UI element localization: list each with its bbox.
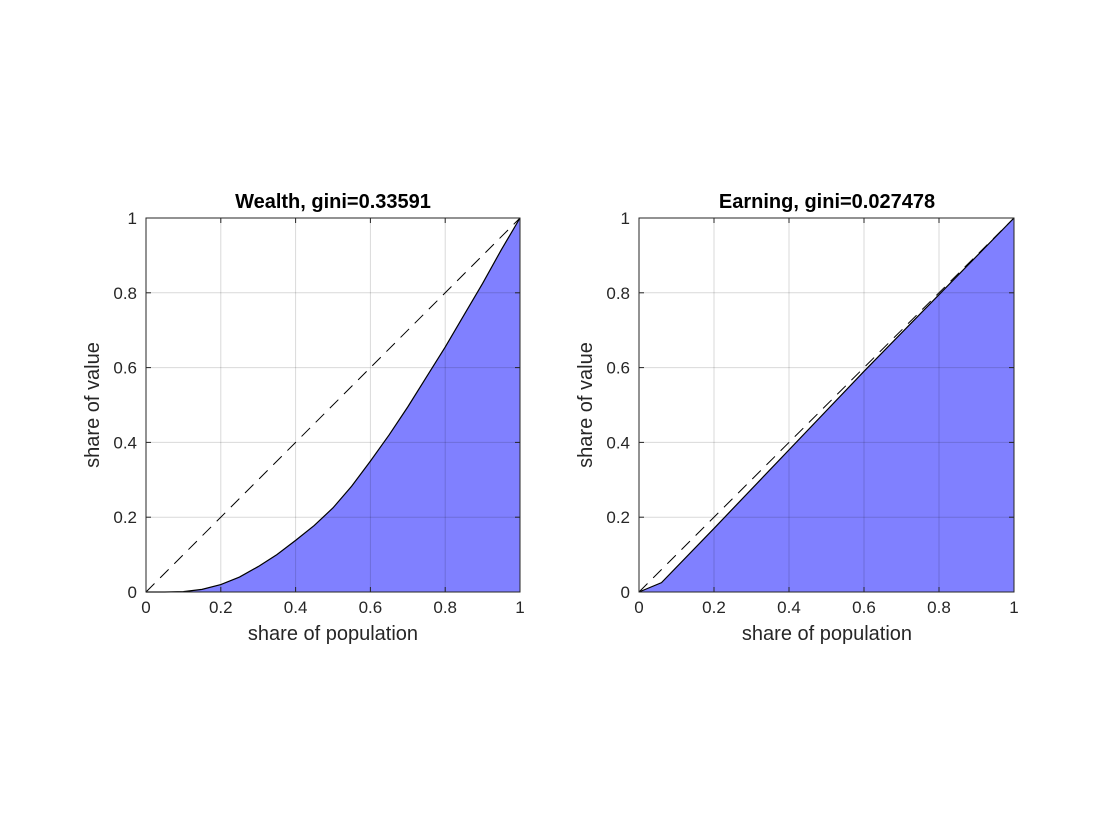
earning-lorenz-fill bbox=[639, 218, 1014, 592]
earning-y-tick-label: 1 bbox=[621, 209, 630, 228]
earning-y-tick-label: 0.6 bbox=[606, 359, 630, 378]
wealth-plot-title: Wealth, gini=0.33591 bbox=[235, 191, 431, 213]
earning-y-tick-label: 0.4 bbox=[606, 433, 630, 452]
wealth-x-tick-label: 0.8 bbox=[433, 598, 457, 617]
earning-y-tick-label: 0.2 bbox=[606, 508, 630, 527]
wealth-equality-line bbox=[145, 217, 521, 593]
wealth-y-tick-label: 0 bbox=[128, 583, 137, 602]
earning-x-tick-label: 0.2 bbox=[702, 598, 726, 617]
wealth-x-tick-label: 0.6 bbox=[359, 598, 383, 617]
earning-x-tick-label: 0.4 bbox=[777, 598, 801, 617]
earning-x-tick-label: 1 bbox=[1009, 598, 1018, 617]
earning-x-tick-label: 0.8 bbox=[927, 598, 951, 617]
earning-lorenz-plot: 0 0.2 0.4 0.6 0.8 1 0 0.2 0.4 0.6 0.8 1 Earning, gi… bbox=[575, 191, 1019, 645]
earning-plot-title: Earning, gini=0.027478 bbox=[719, 191, 935, 213]
wealth-x-tick-label: 1 bbox=[515, 598, 524, 617]
earning-axes-box bbox=[638, 217, 1015, 593]
wealth-x-tick-label: 0 bbox=[141, 598, 150, 617]
wealth-lorenz-plot: 0 0.2 0.4 0.6 0.8 1 0 0.2 0.4 0.6 0.8 1 Wealth, gin… bbox=[82, 191, 525, 645]
earning-x-axis-label: share of population bbox=[742, 623, 912, 645]
wealth-y-tick-label: 1 bbox=[128, 209, 137, 228]
wealth-lorenz-curve bbox=[146, 217, 521, 593]
earning-lorenz-curve bbox=[638, 217, 1015, 593]
wealth-lorenz-fill bbox=[146, 218, 520, 592]
wealth-y-tick-label: 0.6 bbox=[113, 359, 137, 378]
wealth-y-tick-label: 0.8 bbox=[113, 284, 137, 303]
earning-x-tick-label: 0.6 bbox=[852, 598, 876, 617]
earning-x-tick-label: 0 bbox=[634, 598, 643, 617]
earning-y-tick-label: 0 bbox=[621, 583, 630, 602]
wealth-y-tick-label: 0.2 bbox=[113, 508, 137, 527]
wealth-y-axis-label: share of value bbox=[82, 342, 104, 468]
earning-y-axis-label: share of value bbox=[575, 342, 597, 468]
earning-equality-line bbox=[638, 217, 1015, 593]
wealth-x-tick-label: 0.2 bbox=[209, 598, 233, 617]
wealth-x-axis-label: share of population bbox=[248, 623, 418, 645]
earning-y-tick-label: 0.8 bbox=[606, 284, 630, 303]
wealth-y-tick-label: 0.4 bbox=[113, 433, 137, 452]
wealth-axes-box bbox=[145, 217, 521, 593]
wealth-x-tick-label: 0.4 bbox=[284, 598, 308, 617]
